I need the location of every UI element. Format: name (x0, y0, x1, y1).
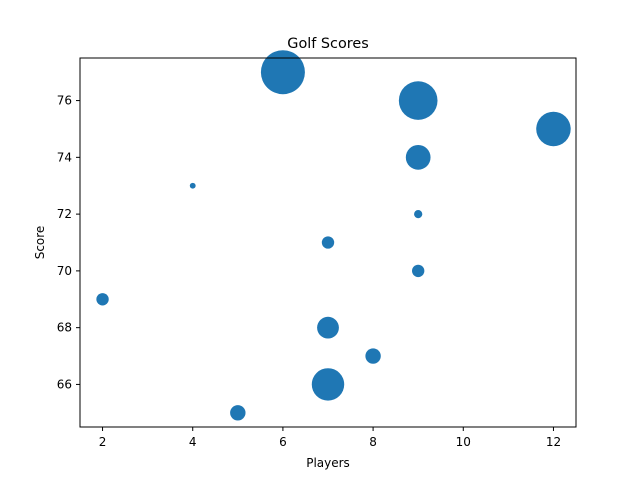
x-tick-label: 4 (189, 435, 197, 449)
x-axis: 2 4 6 8 10 12 (99, 427, 561, 449)
data-point (414, 209, 423, 219)
x-tick-label: 6 (279, 435, 287, 449)
y-tick-label: 66 (57, 377, 72, 391)
x-tick-label: 12 (546, 435, 561, 449)
y-tick-label: 70 (57, 264, 72, 278)
data-points (96, 50, 571, 421)
data-point (317, 316, 339, 339)
x-tick-label: 10 (456, 435, 471, 449)
y-tick-label: 76 (57, 94, 72, 108)
data-point (189, 182, 196, 189)
data-point (398, 81, 438, 120)
data-point (365, 348, 381, 364)
data-point (405, 144, 431, 170)
plot-frame (79, 57, 577, 428)
data-point (230, 405, 246, 421)
y-axis-label: Score (33, 226, 47, 260)
data-point (260, 50, 305, 95)
y-tick-label: 68 (57, 321, 72, 335)
x-tick-label: 2 (99, 435, 107, 449)
x-tick-label: 8 (369, 435, 377, 449)
data-point (321, 236, 335, 249)
data-point (311, 368, 345, 401)
data-point (96, 293, 109, 306)
y-tick-label: 74 (57, 150, 72, 164)
y-axis: 66 68 70 72 74 76 (57, 94, 80, 391)
y-tick-label: 72 (57, 207, 72, 221)
data-point (412, 264, 425, 278)
x-axis-label: Players (306, 456, 350, 470)
chart-title: Golf Scores (287, 36, 368, 52)
data-point (536, 111, 571, 147)
